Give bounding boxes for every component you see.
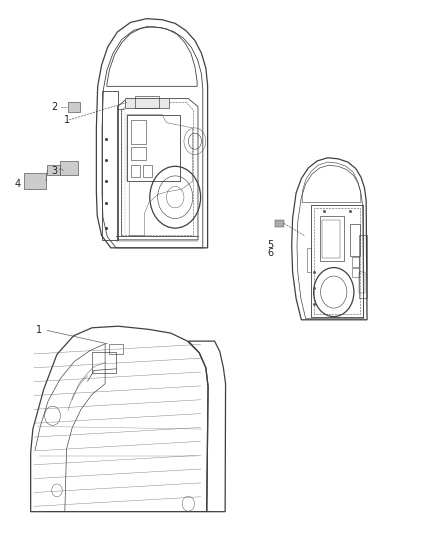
Bar <box>131 165 140 177</box>
Bar <box>350 224 360 256</box>
Bar <box>102 91 118 240</box>
Text: 4: 4 <box>14 179 21 189</box>
Bar <box>322 220 340 258</box>
Bar <box>131 147 146 160</box>
Bar <box>359 235 367 298</box>
Bar <box>47 165 60 175</box>
Bar <box>109 344 123 354</box>
Bar <box>352 268 359 277</box>
Bar <box>68 102 80 112</box>
Bar <box>359 272 365 293</box>
Bar <box>275 220 284 227</box>
Text: 3: 3 <box>52 166 58 175</box>
Bar <box>143 165 152 177</box>
Text: 5: 5 <box>268 240 274 250</box>
Bar <box>24 173 46 189</box>
Bar <box>127 115 180 181</box>
Bar <box>125 98 169 108</box>
Text: 6: 6 <box>268 248 274 258</box>
Bar <box>307 248 311 272</box>
Bar <box>131 120 146 144</box>
Bar <box>92 352 116 373</box>
Bar <box>60 161 78 175</box>
Bar <box>320 216 344 261</box>
Bar <box>352 257 359 266</box>
Text: 1: 1 <box>36 326 42 335</box>
Bar <box>135 96 159 108</box>
Text: 2: 2 <box>52 102 58 111</box>
Text: 1: 1 <box>64 115 70 125</box>
